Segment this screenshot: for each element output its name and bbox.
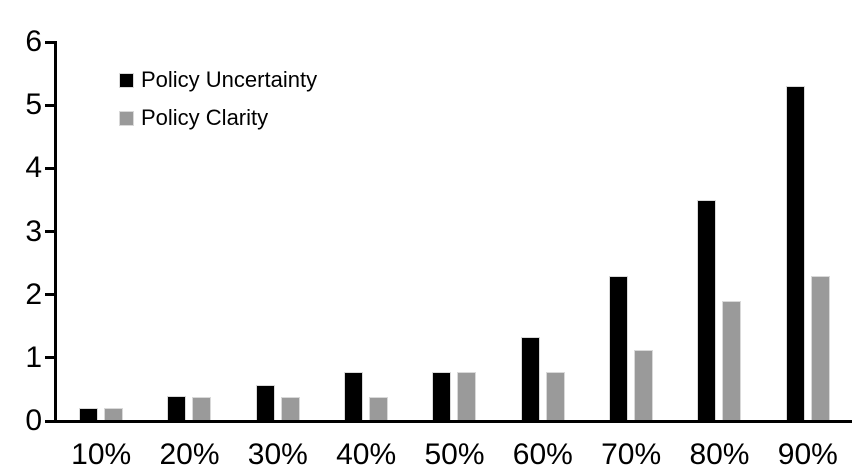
bar-policy-clarity-70%	[634, 349, 654, 421]
bar-group-70%	[587, 42, 675, 421]
bar-policy-clarity-90%	[810, 275, 830, 421]
bar-policy-uncertainty-30%	[255, 385, 275, 421]
bar-policy-uncertainty-50%	[432, 371, 452, 421]
bar-group-10%	[57, 42, 145, 421]
x-tick-label: 10%	[71, 438, 132, 471]
y-tick-mark	[45, 103, 55, 107]
x-tick-label: 90%	[777, 438, 838, 471]
bar-policy-uncertainty-10%	[79, 408, 99, 421]
bar-policy-clarity-80%	[722, 300, 742, 421]
y-tick-label: 0	[25, 404, 42, 437]
bar-policy-clarity-60%	[545, 372, 565, 421]
legend-swatch-policy-uncertainty-icon	[119, 72, 134, 88]
y-tick-mark	[45, 230, 55, 233]
x-tick-label: 40%	[336, 438, 397, 471]
bar-policy-uncertainty-90%	[785, 86, 805, 421]
bar-policy-clarity-30%	[280, 397, 300, 421]
x-tick-label: 70%	[601, 438, 662, 471]
y-tick-label: 5	[25, 88, 42, 122]
y-tick-mark	[45, 40, 55, 44]
x-tick-label: 20%	[159, 438, 220, 471]
bar-policy-clarity-10%	[104, 408, 124, 421]
bar-policy-clarity-20%	[192, 397, 212, 421]
x-axis-labels: 10% 20% 30% 40% 50% 60% 70% 80% 90%	[57, 440, 852, 470]
y-tick-label: 2	[25, 277, 42, 311]
plot-area	[57, 42, 852, 421]
y-tick-label: 6	[25, 25, 42, 58]
bar-policy-uncertainty-80%	[697, 199, 717, 421]
y-tick-label: 4	[25, 151, 42, 185]
bar-group-90%	[764, 42, 852, 421]
bar-group-20%	[145, 42, 233, 421]
y-tick-mark	[45, 293, 55, 297]
bar-policy-clarity-40%	[369, 397, 389, 421]
bar-group-40%	[322, 42, 410, 421]
legend-label: Policy Clarity	[141, 105, 269, 130]
legend: Policy Uncertainty Policy Clarity	[119, 68, 317, 130]
y-tick-label: 3	[25, 214, 42, 248]
legend-item-policy-uncertainty: Policy Uncertainty	[119, 68, 317, 92]
y-tick-mark	[45, 356, 55, 360]
bar-policy-clarity-50%	[457, 372, 477, 421]
y-tick-mark	[45, 166, 55, 170]
y-axis-line	[54, 41, 57, 422]
bar-group-50%	[410, 42, 498, 421]
bar-policy-uncertainty-60%	[520, 337, 540, 421]
x-axis-line	[45, 419, 852, 423]
legend-label: Policy Uncertainty	[141, 67, 318, 92]
legend-item-policy-clarity: Policy Clarity	[119, 106, 317, 130]
bar-policy-uncertainty-70%	[609, 275, 629, 421]
bar-group-60%	[499, 42, 587, 421]
y-tick-label: 1	[25, 340, 42, 374]
bar-group-30%	[234, 42, 322, 421]
bar-group-80%	[675, 42, 763, 421]
x-tick-label: 60%	[512, 438, 573, 471]
bar-policy-uncertainty-40%	[344, 372, 364, 421]
bar-policy-uncertainty-20%	[167, 395, 187, 421]
x-tick-label: 50%	[424, 438, 485, 471]
x-tick-label: 80%	[689, 438, 750, 471]
x-tick-label: 30%	[247, 438, 308, 471]
legend-swatch-policy-clarity-icon	[119, 110, 134, 126]
